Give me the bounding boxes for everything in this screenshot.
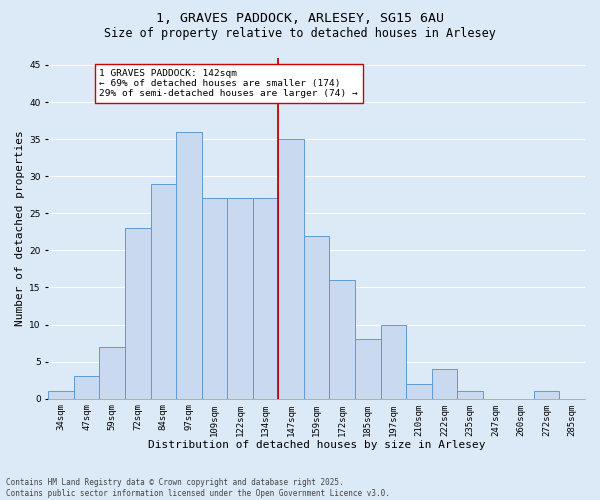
Bar	[380, 324, 406, 398]
Bar	[151, 184, 176, 398]
Bar	[355, 340, 380, 398]
Bar	[253, 198, 278, 398]
Text: 1 GRAVES PADDOCK: 142sqm
← 69% of detached houses are smaller (174)
29% of semi-: 1 GRAVES PADDOCK: 142sqm ← 69% of detach…	[100, 68, 358, 98]
Bar	[176, 132, 202, 398]
Bar	[202, 198, 227, 398]
Text: Size of property relative to detached houses in Arlesey: Size of property relative to detached ho…	[104, 28, 496, 40]
Bar	[457, 392, 483, 398]
Bar	[278, 139, 304, 398]
Bar	[304, 236, 329, 398]
X-axis label: Distribution of detached houses by size in Arlesey: Distribution of detached houses by size …	[148, 440, 485, 450]
Bar	[100, 347, 125, 399]
Bar	[431, 369, 457, 398]
Bar	[74, 376, 100, 398]
Bar	[49, 392, 74, 398]
Bar	[227, 198, 253, 398]
Text: Contains HM Land Registry data © Crown copyright and database right 2025.
Contai: Contains HM Land Registry data © Crown c…	[6, 478, 390, 498]
Bar	[125, 228, 151, 398]
Bar	[406, 384, 431, 398]
Bar	[534, 392, 559, 398]
Text: 1, GRAVES PADDOCK, ARLESEY, SG15 6AU: 1, GRAVES PADDOCK, ARLESEY, SG15 6AU	[156, 12, 444, 26]
Bar	[329, 280, 355, 398]
Y-axis label: Number of detached properties: Number of detached properties	[15, 130, 25, 326]
